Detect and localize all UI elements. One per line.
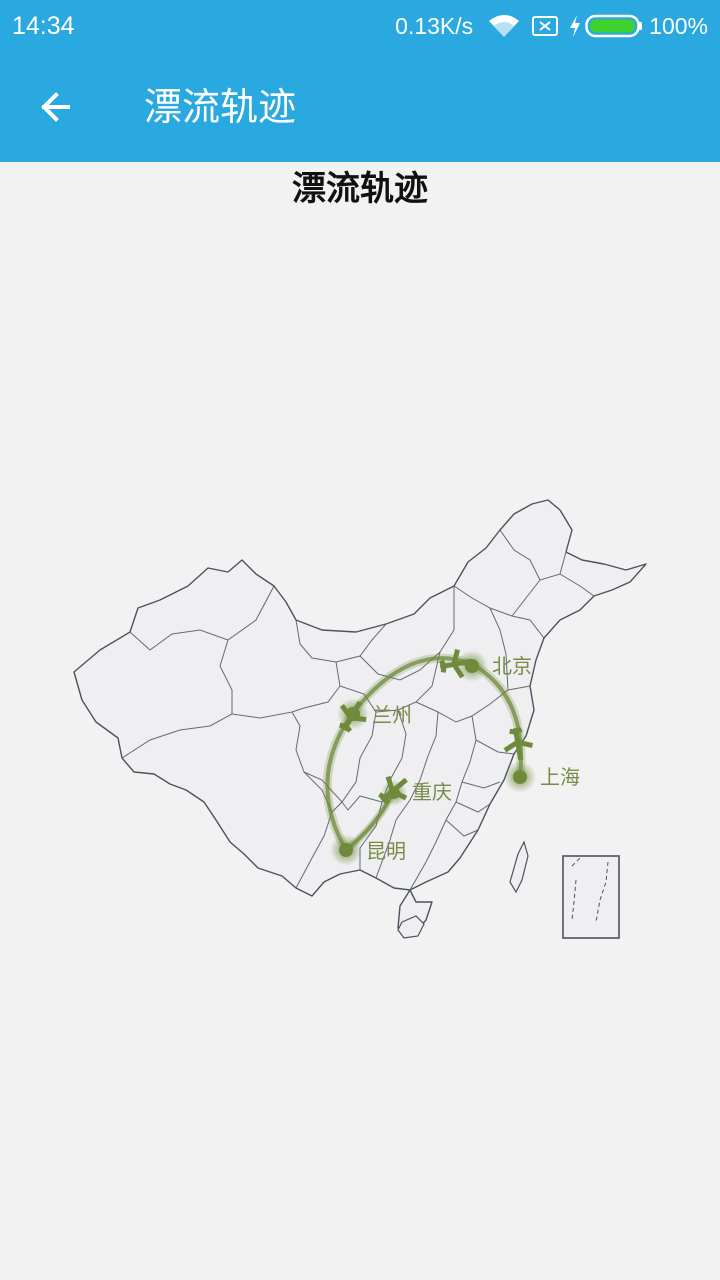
city-label: 兰州 bbox=[372, 703, 412, 727]
app-bar-title: 漂流轨迹 bbox=[144, 85, 297, 129]
arrow-left-icon bbox=[41, 92, 70, 122]
china-map-svg: 兰州 北京 上海 重庆 昆明 bbox=[73, 499, 647, 939]
hainan-island bbox=[397, 915, 425, 939]
battery-icon bbox=[585, 13, 643, 39]
city-label: 重庆 bbox=[412, 780, 452, 804]
back-button[interactable] bbox=[26, 77, 86, 137]
status-right-group: 0.13K/s bbox=[395, 8, 708, 44]
charging-icon bbox=[569, 14, 581, 38]
no-sim-icon bbox=[531, 14, 559, 38]
city-marker-beijing[interactable]: 北京 bbox=[456, 650, 532, 682]
status-time: 14:34 bbox=[12, 12, 75, 40]
south-sea-dashes bbox=[571, 857, 609, 923]
city-marker-lanzhou[interactable]: 兰州 bbox=[337, 698, 412, 730]
app-bar: 漂流轨迹 bbox=[0, 52, 720, 162]
plane-icon bbox=[503, 726, 534, 761]
south-sea-inset bbox=[562, 855, 620, 939]
province-boundaries bbox=[121, 529, 595, 891]
page-title: 漂流轨迹 bbox=[292, 169, 428, 209]
city-marker-chongqing[interactable]: 重庆 bbox=[381, 780, 452, 806]
city-label: 北京 bbox=[492, 654, 532, 678]
city-label: 上海 bbox=[540, 765, 580, 789]
city-marker-shanghai[interactable]: 上海 bbox=[504, 761, 580, 793]
taiwan-island bbox=[509, 840, 529, 894]
status-bar: 14:34 0.13K/s bbox=[0, 0, 720, 52]
trajectory-map: 兰州 北京 上海 重庆 昆明 bbox=[60, 490, 660, 960]
city-marker-kunming[interactable]: 昆明 bbox=[330, 834, 406, 866]
city-label: 昆明 bbox=[366, 839, 406, 863]
network-speed: 0.13K/s bbox=[395, 12, 474, 39]
battery-percent: 100% bbox=[649, 12, 708, 39]
wifi-icon bbox=[487, 13, 521, 39]
